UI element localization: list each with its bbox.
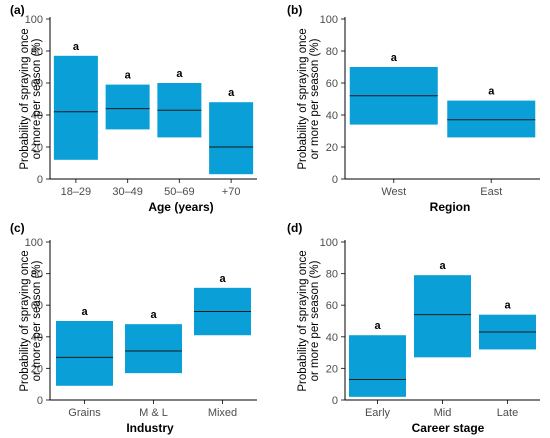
x-tick-label: 18–29 — [61, 186, 92, 198]
significance-label: a — [176, 68, 183, 80]
y-tick-label: 20 — [326, 363, 338, 375]
y-tick-label: 0 — [37, 395, 43, 407]
x-tick-label: Mid — [434, 407, 452, 419]
y-tick-label: 60 — [31, 78, 43, 90]
significance-label: a — [73, 41, 80, 53]
significance-label: a — [488, 86, 495, 98]
y-tick-label: 40 — [326, 110, 338, 122]
y-axis-label: Probability of spraying onceor more per … — [297, 28, 321, 169]
y-tick-label: 20 — [31, 142, 43, 154]
significance-label: a — [219, 273, 226, 285]
ci-box — [209, 102, 254, 175]
y-tick-label: 40 — [31, 332, 43, 344]
y-tick-label: 60 — [31, 300, 43, 312]
ci-box — [414, 275, 471, 358]
y-axis-label: Probability of spraying onceor more per … — [19, 28, 43, 169]
y-tick-label: 80 — [326, 46, 338, 58]
y-axis-label: Probability of spraying onceor more per … — [19, 250, 43, 391]
panel-label: (b) — [287, 3, 302, 17]
y-tick-label: 0 — [332, 395, 338, 407]
x-tick-label: Late — [497, 407, 518, 419]
x-tick-label: M & L — [139, 407, 168, 419]
y-tick-label: 40 — [326, 332, 338, 344]
y-axis-label: Probability of spraying onceor more per … — [297, 250, 321, 391]
ci-box — [53, 55, 98, 160]
significance-label: a — [391, 52, 398, 64]
y-tick-label: 0 — [332, 174, 338, 186]
x-tick-label: Early — [365, 407, 391, 419]
ci-box — [447, 100, 536, 138]
x-tick-label: Mixed — [208, 407, 237, 419]
y-tick-label: 80 — [31, 46, 43, 58]
y-tick-label: 0 — [37, 174, 43, 186]
x-tick-label: 30–49 — [112, 186, 143, 198]
significance-label: a — [228, 87, 235, 99]
y-tick-label: 80 — [31, 269, 43, 281]
x-axis-label: Region — [430, 200, 471, 214]
y-tick-label: 80 — [326, 269, 338, 281]
ci-box — [105, 84, 150, 130]
significance-label: a — [125, 70, 132, 82]
panel-label: (a) — [10, 3, 25, 17]
x-tick-label: 50–69 — [164, 186, 195, 198]
x-tick-label: +70 — [222, 186, 241, 198]
y-tick-label: 100 — [320, 14, 338, 26]
x-axis-label: Industry — [126, 421, 174, 435]
x-tick-label: East — [480, 186, 502, 198]
panel-c: (c) 0 20 40 60 80 100 a Grains a M & L a Mixed Probab… — [10, 221, 257, 435]
x-tick-label: Grains — [68, 407, 101, 419]
ci-box — [125, 324, 182, 374]
panel-label: (c) — [10, 221, 25, 235]
ci-box — [56, 321, 113, 386]
significance-label: a — [374, 320, 381, 332]
significance-label: a — [150, 309, 157, 321]
y-tick-label: 20 — [326, 142, 338, 154]
significance-label: a — [504, 300, 511, 312]
x-axis-label: Career stage — [412, 421, 485, 435]
panel-label: (d) — [287, 221, 302, 235]
significance-label: a — [81, 306, 88, 318]
x-tick-label: West — [381, 186, 406, 198]
y-tick-label: 100 — [25, 14, 43, 26]
panel-a: (a) 0 20 40 60 80 100 a 18–29 a 30–49 a 50–69 a +70 Pro… — [10, 3, 257, 214]
y-tick-label: 60 — [326, 78, 338, 90]
y-tick-label: 40 — [31, 110, 43, 122]
y-tick-label: 100 — [320, 237, 338, 249]
panel-d: (d) 0 20 40 60 80 100 a Early a Mid a Late Probabilit… — [287, 221, 540, 435]
x-axis-label: Age (years) — [148, 200, 213, 214]
panel-b: (b) 0 20 40 60 80 100 a West a East Probability of … — [287, 3, 540, 214]
ci-box — [349, 335, 406, 397]
y-tick-label: 20 — [31, 363, 43, 375]
y-tick-label: 60 — [326, 300, 338, 312]
y-tick-label: 100 — [25, 237, 43, 249]
significance-label: a — [439, 260, 446, 272]
